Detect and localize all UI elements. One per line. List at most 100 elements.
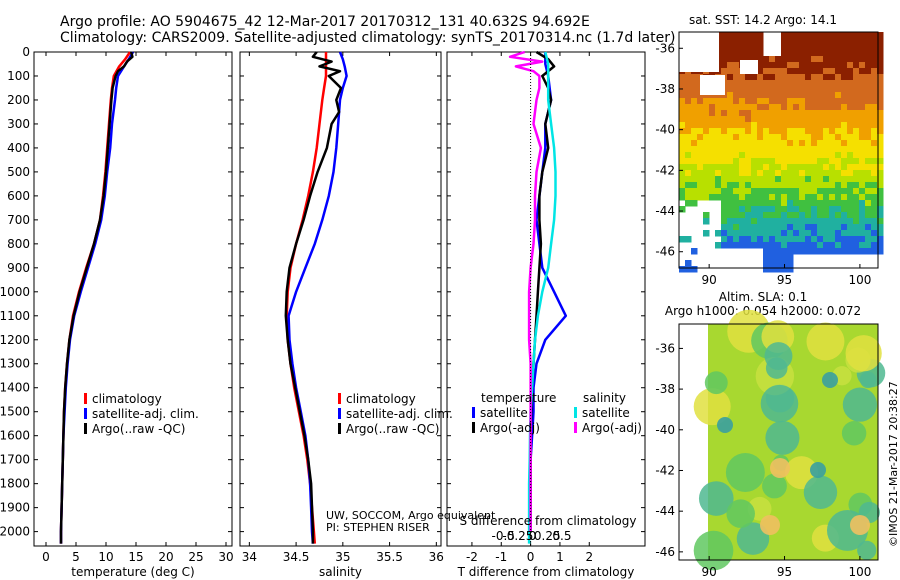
sst-cell [859,116,866,123]
legend-swatch [338,423,341,434]
sst-cell [823,92,830,99]
x-tick-label: 34 [242,550,257,564]
sst-cell [847,146,854,153]
sst-cell [793,164,800,171]
sst-cell [799,206,806,213]
sst-cell [799,170,806,177]
sst-cell [853,170,860,177]
sst-cell [853,236,860,243]
sst-cell [799,110,806,117]
x-tick-label: 35 [335,550,350,564]
sst-cell [745,140,752,147]
sst-cell [799,200,806,207]
sst-cell [733,122,740,129]
sst-cell [685,152,692,159]
sst-cell [775,56,782,63]
sst-cell [847,98,854,105]
sst-cell [835,194,842,201]
sst-cell [679,104,686,111]
sst-cell [757,74,764,81]
sst-cell [781,62,788,69]
sst-cell [709,170,716,177]
sst-cell [733,68,740,75]
sst-cell [847,188,854,195]
sst-cell [835,104,842,111]
sst-cell [817,122,824,129]
sst-cell [733,110,740,117]
sst-cell [817,152,824,159]
sst-cell [757,200,764,207]
sst-cell [817,176,824,183]
sst-cell [799,44,806,51]
sst-cell [877,122,884,129]
sst-cell [733,236,740,243]
y-tick-label: 1000 [0,285,30,299]
sst-cell [871,146,878,153]
sst-cell [847,44,854,51]
sst-cell [859,218,866,225]
sst-cell [793,170,800,177]
sst-cell [685,140,692,147]
sst-cell [835,182,842,189]
sst-cell [799,134,806,141]
sst-cell [799,98,806,105]
sst-cell [757,110,764,117]
x-axis-label: T difference from climatology [457,565,635,579]
sst-cell [709,104,716,111]
sst-cell [871,176,878,183]
sst-cell [769,170,776,177]
sst-cell [835,32,842,39]
sst-cell [697,128,704,135]
sst-cell [877,200,884,207]
sst-cell [811,38,818,45]
sst-cell [775,104,782,111]
sst-cell [823,134,830,141]
sst-cell [781,80,788,87]
sst-cell [775,116,782,123]
sst-cell [691,158,698,165]
sst-cell [763,260,770,267]
sst-cell [823,182,830,189]
sst-cell [679,152,686,159]
sst-cell [793,230,800,237]
sst-cell [775,92,782,99]
sst-cell [859,122,866,129]
sst-cell [865,50,872,57]
sst-cell [781,188,788,195]
sst-cell [733,152,740,159]
sst-cell [751,134,758,141]
sst-cell [751,92,758,99]
sla-blob [693,388,731,426]
sst-cell [829,128,836,135]
sst-cell [859,164,866,171]
sst-cell [757,92,764,99]
sst-cell [709,182,716,189]
sst-cell [763,266,770,273]
y-tick-label: 1700 [0,453,30,467]
sst-cell [871,116,878,123]
sst-cell [793,242,800,249]
sst-cell [811,230,818,237]
sst-cell [805,98,812,105]
y-tick-label: -42 [655,163,675,177]
sst-cell [781,218,788,225]
sst-cell [877,230,884,237]
sst-cell [781,68,788,75]
sst-cell [745,170,752,177]
sst-cell [787,68,794,75]
sst-cell [685,104,692,111]
sst-cell [859,224,866,231]
sst-cell [871,56,878,63]
sst-cell [709,116,716,123]
legend-label: satellite-adj. clim. [92,407,199,421]
sst-cell [781,242,788,249]
series-line [59,51,132,544]
sst-cell [769,254,776,261]
legend-swatch [574,422,577,433]
sst-cell [817,206,824,213]
sst-cell [841,62,848,69]
sst-cell [811,224,818,231]
sst-cell [697,158,704,165]
sst-cell [739,32,746,39]
sla-blob [760,515,780,535]
